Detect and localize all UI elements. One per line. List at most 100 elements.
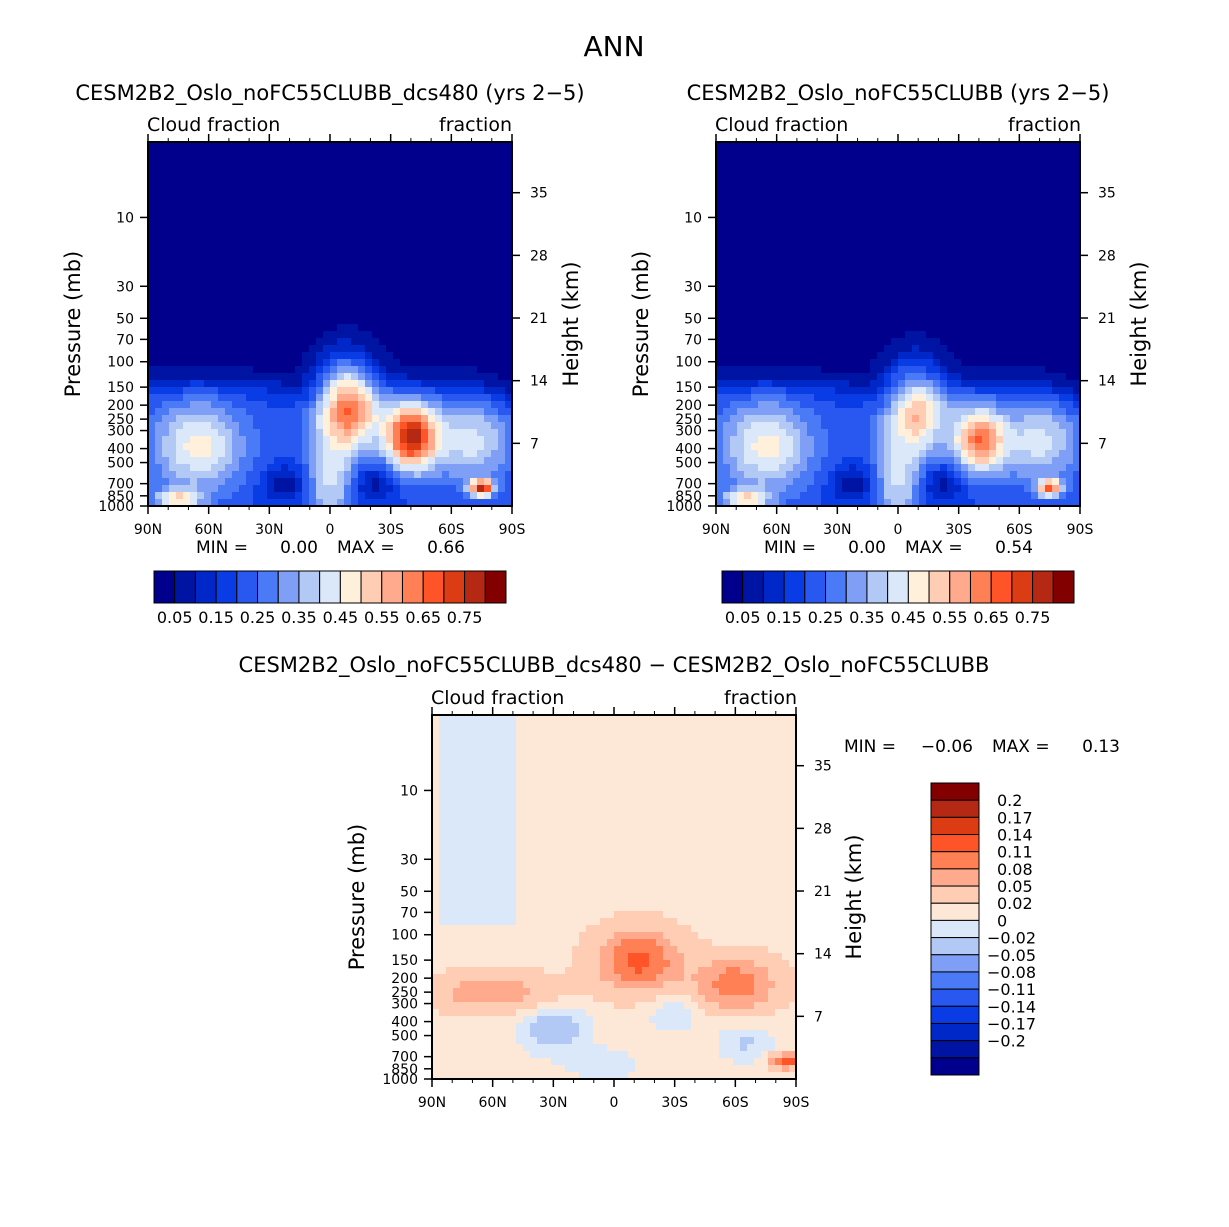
- contour-cell: [926, 408, 934, 416]
- contour-cell: [1045, 394, 1053, 402]
- contour-cell: [190, 457, 198, 465]
- contour-cell: [1024, 275, 1032, 283]
- contour-cell: [877, 219, 885, 227]
- contour-cell: [463, 142, 471, 150]
- contour-cell: [961, 170, 969, 178]
- contour-cell: [344, 345, 352, 353]
- contour-cell: [505, 198, 513, 206]
- contour-cell: [1052, 380, 1060, 388]
- contour-cell: [1017, 198, 1025, 206]
- contour-cell: [716, 408, 724, 416]
- contour-cell: [828, 275, 836, 283]
- contour-cell: [821, 226, 829, 234]
- contour-cell: [905, 268, 913, 276]
- contour-cell: [1017, 226, 1025, 234]
- contour-cell: [323, 422, 331, 430]
- contour-cell: [148, 275, 156, 283]
- contour-cell: [891, 429, 899, 437]
- contour-cell: [884, 422, 892, 430]
- contour-cell: [968, 338, 976, 346]
- contour-cell: [1031, 149, 1039, 157]
- contour-cell: [1017, 149, 1025, 157]
- contour-cell: [155, 408, 163, 416]
- contour-cell: [912, 268, 920, 276]
- contour-cell: [919, 282, 927, 290]
- contour-cell: [456, 156, 464, 164]
- contour-cell: [1052, 191, 1060, 199]
- panel-1-y2label: Height (km): [559, 261, 583, 386]
- contour-cell: [330, 373, 338, 381]
- contour-cell: [309, 366, 317, 374]
- contour-cell: [211, 303, 219, 311]
- contour-cell: [961, 366, 969, 374]
- contour-cell: [463, 366, 471, 374]
- contour-cell: [260, 191, 268, 199]
- contour-cell: [302, 240, 310, 248]
- contour-cell: [421, 254, 429, 262]
- contour-cell: [477, 163, 485, 171]
- contour-cell: [407, 443, 415, 451]
- contour-cell: [484, 338, 492, 346]
- contour-cell: [898, 149, 906, 157]
- contour-cell: [435, 219, 443, 227]
- contour-cell: [456, 429, 464, 437]
- contour-cell: [926, 317, 934, 325]
- contour-cell: [295, 443, 303, 451]
- contour-cell: [1066, 394, 1074, 402]
- contour-cell: [372, 289, 380, 297]
- contour-cell: [337, 471, 345, 479]
- contour-cell: [365, 450, 373, 458]
- contour-cell: [477, 226, 485, 234]
- contour-cell: [169, 464, 177, 472]
- contour-cell: [169, 275, 177, 283]
- contour-cell: [484, 170, 492, 178]
- contour-cell: [456, 142, 464, 150]
- contour-cell: [246, 247, 254, 255]
- contour-cell: [1045, 303, 1053, 311]
- contour-cell: [260, 268, 268, 276]
- contour-cell: [169, 296, 177, 304]
- contour-cell: [498, 352, 506, 360]
- contour-cell: [730, 345, 738, 353]
- contour-cell: [491, 184, 499, 192]
- contour-cell: [225, 149, 233, 157]
- contour-cell: [926, 268, 934, 276]
- contour-cell: [204, 163, 212, 171]
- contour-cell: [842, 303, 850, 311]
- contour-cell: [793, 275, 801, 283]
- contour-cell: [723, 352, 731, 360]
- contour-cell: [1003, 226, 1011, 234]
- contour-cell: [239, 373, 247, 381]
- contour-cell: [1066, 149, 1074, 157]
- contour-cell: [169, 268, 177, 276]
- contour-cell: [211, 415, 219, 423]
- contour-cell: [807, 359, 815, 367]
- contour-cell: [940, 205, 948, 213]
- contour-cell: [744, 254, 752, 262]
- contour-cell: [148, 177, 156, 185]
- contour-cell: [232, 177, 240, 185]
- contour-cell: [218, 303, 226, 311]
- contour-cell: [197, 226, 205, 234]
- contour-cell: [933, 212, 941, 220]
- contour-cell: [365, 184, 373, 192]
- contour-cell: [842, 289, 850, 297]
- contour-cell: [260, 289, 268, 297]
- contour-cell: [393, 422, 401, 430]
- contour-cell: [351, 219, 359, 227]
- contour-cell: [302, 478, 310, 486]
- contour-cell: [162, 261, 170, 269]
- contour-cell: [870, 387, 878, 395]
- contour-cell: [947, 184, 955, 192]
- contour-cell: [807, 275, 815, 283]
- contour-cell: [786, 394, 794, 402]
- contour-cell: [961, 184, 969, 192]
- contour-cell: [442, 310, 450, 318]
- contour-cell: [933, 359, 941, 367]
- contour-cell: [758, 268, 766, 276]
- contour-cell: [365, 317, 373, 325]
- contour-cell: [821, 415, 829, 423]
- contour-cell: [968, 380, 976, 388]
- contour-cell: [1045, 233, 1053, 241]
- contour-cell: [737, 401, 745, 409]
